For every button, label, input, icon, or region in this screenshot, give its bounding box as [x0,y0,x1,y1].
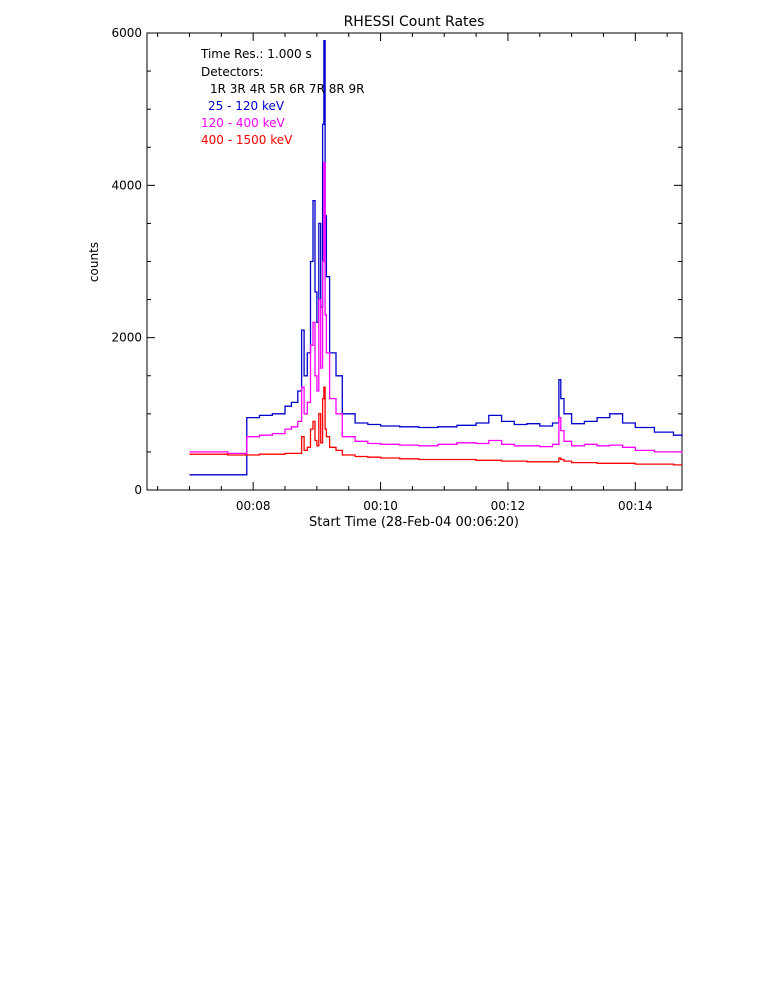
legend-entry-120-400-kev: 120 - 400 keV [201,116,285,130]
x-tick-label: 00:12 [491,499,526,513]
series-line-2 [189,161,683,455]
y-tick-label: 4000 [111,178,142,192]
x-tick-label: 00:10 [363,499,398,513]
x-tick-label: 00:08 [236,499,271,513]
y-axis-ticks: 0 2000 4000 6000 [111,26,682,497]
y-tick-label: 6000 [111,26,142,40]
legend-entry-25-120-kev: 25 - 120 keV [208,99,285,113]
legend: Time Res.: 1.000 s Detectors: 1R 3R 4R 5… [200,47,364,147]
series-line-1 [189,39,683,476]
legend-entry-400-1500-kev: 400 - 1500 keV [201,133,293,147]
y-axis-label: counts [87,242,101,282]
x-axis-label: Start Time (28-Feb-04 00:06:20) [309,515,519,530]
series-lines [189,39,683,476]
y-tick-label: 0 [134,483,142,497]
x-axis-ticks: 00:08 00:10 00:12 00:14 [157,33,668,513]
y-tick-label: 2000 [111,331,142,345]
annotation-detectors-list: 1R 3R 4R 5R 6R 7R 8R 9R [210,82,364,96]
annotation-detectors-label: Detectors: [201,65,264,79]
chart-title: RHESSI Count Rates [344,14,485,30]
x-tick-label: 00:14 [618,499,653,513]
series-line-3 [189,386,682,466]
annotation-time-res: Time Res.: 1.000 s [200,47,312,61]
